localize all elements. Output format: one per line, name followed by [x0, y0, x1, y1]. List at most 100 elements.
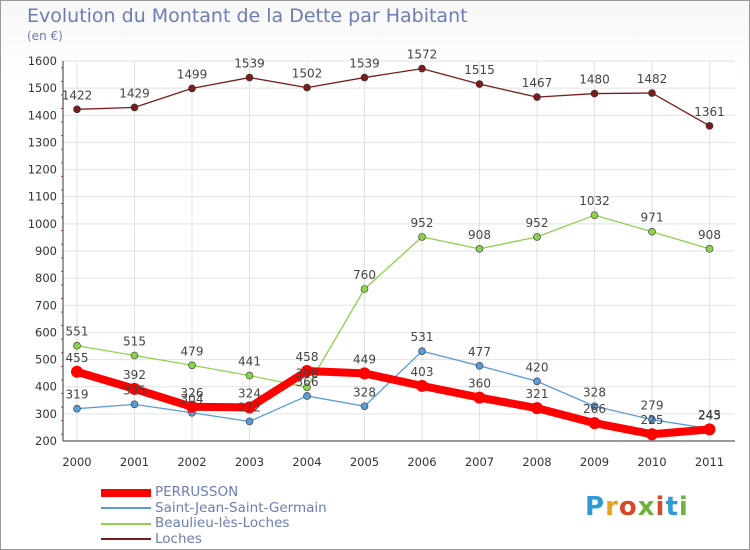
legend-swatch: [101, 522, 151, 525]
legend-item: Saint-Jean-Saint-Germain: [101, 500, 327, 517]
data-label: 1422: [62, 88, 93, 102]
data-label: 225: [641, 413, 664, 427]
data-point: [418, 347, 426, 355]
data-point: [703, 423, 716, 436]
data-label: 760: [353, 268, 376, 282]
data-point: [533, 233, 541, 241]
data-point: [646, 428, 658, 441]
data-point: [648, 89, 656, 97]
proxiti-logo: Proxiti: [585, 492, 689, 522]
data-point: [533, 93, 541, 101]
x-tick-label: 2002: [177, 455, 206, 469]
data-label: 324: [238, 386, 261, 400]
data-point: [475, 362, 484, 370]
data-label: 1467: [522, 76, 553, 90]
data-point: [360, 402, 369, 411]
data-label: 403: [411, 365, 434, 379]
x-tick-label: 2010: [637, 455, 666, 469]
data-label: 1539: [349, 57, 380, 71]
y-tick-label: 200: [35, 434, 57, 448]
data-label: 479: [181, 344, 204, 358]
y-tick-label: 700: [35, 298, 57, 312]
data-point: [418, 233, 426, 241]
data-point: [531, 402, 543, 415]
data-point: [648, 227, 656, 236]
data-label: 272: [238, 400, 261, 414]
y-tick-label: 500: [35, 353, 57, 367]
x-tick-label: 2004: [292, 455, 321, 469]
data-label: 304: [181, 392, 204, 406]
data-point: [360, 285, 369, 293]
data-label: 328: [583, 385, 606, 399]
data-label: 245: [698, 408, 721, 422]
legend-swatch: [101, 488, 151, 497]
chart-subtitle: (en €): [27, 29, 63, 43]
data-point: [245, 371, 254, 380]
data-label: 243: [698, 408, 721, 422]
x-tick-label: 2000: [62, 455, 91, 469]
y-tick-label: 1400: [28, 108, 57, 122]
data-point: [533, 377, 541, 386]
data-label: 1480: [579, 73, 610, 87]
data-point: [130, 351, 139, 360]
data-point: [416, 379, 428, 392]
data-point: [590, 402, 599, 411]
y-tick-label: 1300: [28, 135, 57, 149]
y-tick-label: 300: [35, 407, 57, 421]
legend-label: Loches: [155, 530, 202, 547]
data-point: [475, 80, 484, 88]
data-label: 971: [641, 211, 664, 225]
y-tick-label: 1200: [28, 163, 57, 177]
data-point: [243, 401, 256, 414]
data-label: 360: [468, 377, 491, 391]
data-label: 1502: [292, 67, 323, 81]
data-point: [73, 341, 81, 350]
legend-swatch: [101, 507, 151, 510]
legend-swatch: [101, 538, 151, 541]
data-label: 328: [353, 385, 376, 399]
data-label: 319: [66, 388, 89, 402]
data-label: 908: [468, 228, 491, 242]
data-point: [130, 400, 139, 409]
data-label: 531: [411, 330, 434, 344]
data-label: 392: [123, 368, 146, 382]
data-label: 326: [181, 386, 204, 400]
data-point: [358, 367, 371, 380]
data-label: 366: [296, 375, 319, 389]
data-point: [73, 404, 81, 413]
data-point: [188, 84, 196, 93]
x-tick-label: 2003: [235, 455, 264, 469]
series-line-beaulieu-l-s-loches: [76, 214, 711, 388]
data-label: 441: [238, 355, 261, 369]
data-point: [303, 383, 311, 392]
y-tick-label: 400: [35, 380, 57, 394]
data-point: [648, 415, 656, 424]
legend-label: PERRUSSON: [155, 484, 239, 501]
data-point: [705, 122, 714, 130]
y-tick-label: 1100: [28, 190, 57, 204]
data-point: [303, 83, 311, 92]
data-point: [590, 89, 599, 98]
data-label: 1482: [637, 72, 668, 86]
data-label: 952: [526, 216, 549, 230]
legend-item: Loches: [101, 530, 327, 548]
chart-legend: PERRUSSON Saint-Jean-Saint-Germain Beaulie…: [101, 485, 327, 547]
data-point: [301, 364, 313, 377]
data-point: [590, 211, 599, 219]
data-label: 1032: [579, 194, 610, 208]
y-tick-label: 1500: [28, 81, 57, 95]
data-point: [73, 105, 81, 114]
data-label: 477: [468, 345, 491, 359]
data-point: [128, 382, 141, 395]
x-tick-label: 2009: [580, 455, 609, 469]
legend-item: Beaulieu-lès-Loches: [101, 516, 327, 532]
data-label: 1429: [119, 86, 150, 100]
data-label: 279: [641, 399, 664, 413]
x-tick-label: 2006: [407, 455, 436, 469]
series-line-perrusson: [73, 366, 714, 439]
data-point: [475, 245, 484, 253]
legend-item: PERRUSSON: [101, 485, 327, 501]
y-tick-label: 1000: [28, 217, 57, 231]
